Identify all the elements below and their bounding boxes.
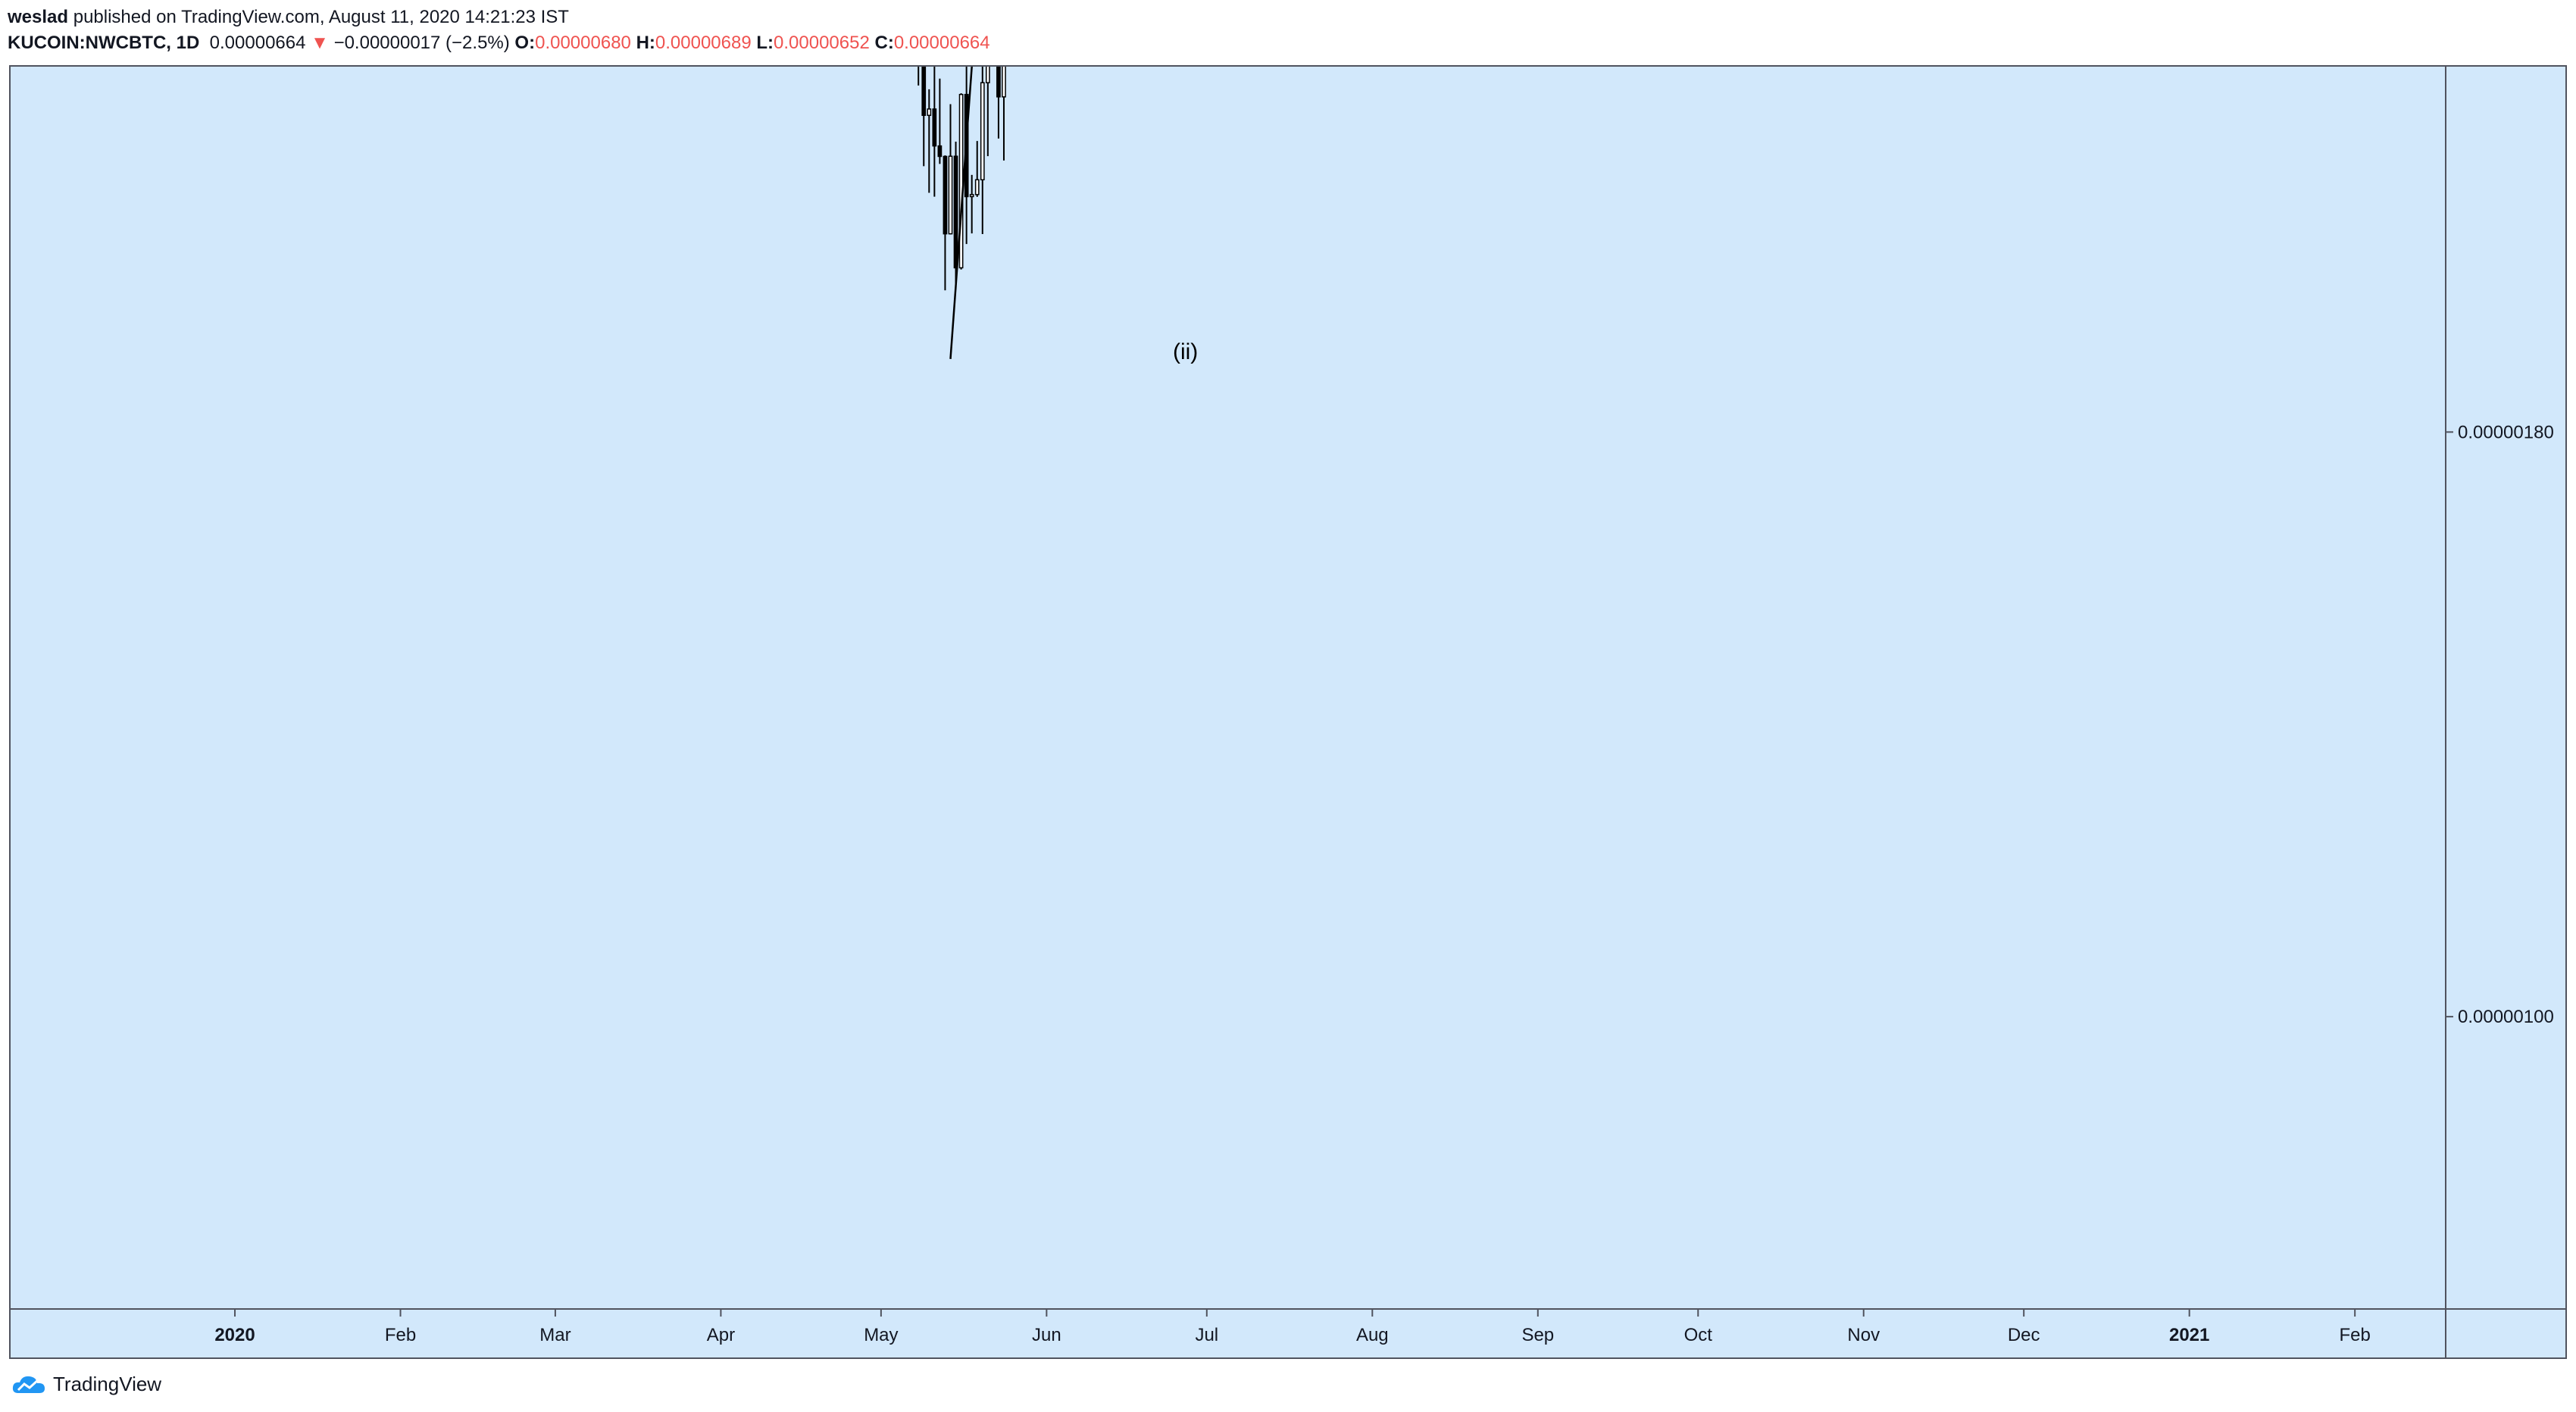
low-value: 0.00000652 <box>774 33 870 53</box>
candle-body <box>980 82 985 181</box>
x-tick-label: Apr <box>707 1325 735 1345</box>
last-price-value: 0.00000664 <box>209 33 306 53</box>
x-tick-label: 2021 <box>2169 1325 2209 1345</box>
x-tick-label: May <box>864 1325 898 1345</box>
publisher-username[interactable]: weslad <box>8 7 69 27</box>
x-tick-label: Jun <box>1032 1325 1061 1345</box>
x-tick-label: Oct <box>1684 1325 1713 1345</box>
y-tick-label: 0.00000180 <box>2458 422 2554 442</box>
x-tick-label: 2020 <box>214 1325 255 1345</box>
candle-body <box>932 108 937 147</box>
x-tick-label: Mar <box>539 1325 571 1345</box>
close-value: 0.00000664 <box>893 33 990 53</box>
ohlc-line: KUCOIN:NWCBTC, 1D 0.00000664 ▼ −0.000000… <box>8 30 990 56</box>
high-value: 0.00000689 <box>655 33 752 53</box>
candle-body <box>921 67 927 117</box>
x-tick-label: Sep <box>1521 1325 1554 1345</box>
publisher-text: published on TradingView.com, August 11,… <box>68 7 569 27</box>
low-label: L: <box>756 33 774 53</box>
high-label: H: <box>636 33 655 53</box>
price-chart[interactable]: 0.000022000.000021000.000020000.00001900… <box>11 67 2565 1357</box>
wave-label: (ii) <box>1173 339 1198 364</box>
plot-layer: (i)(ii)(iii)(iv)(v) <box>918 67 1198 364</box>
candle-body <box>958 93 964 269</box>
candle-body <box>943 155 948 235</box>
chart-area[interactable]: 0.000022000.000021000.000020000.00001900… <box>9 65 2567 1359</box>
x-tick-label: Jul <box>1195 1325 1218 1345</box>
candle-body <box>974 179 980 195</box>
close-label: C: <box>874 33 894 53</box>
candle-body <box>948 155 953 235</box>
x-tick-label: Feb <box>385 1325 416 1345</box>
candle-body <box>927 108 932 117</box>
footer-brand[interactable]: TradingView <box>11 1373 161 1396</box>
footer-brand-label: TradingView <box>53 1373 162 1395</box>
open-label: O: <box>514 33 536 53</box>
x-tick-label: Aug <box>1356 1325 1389 1345</box>
open-value: 0.00000680 <box>535 33 631 53</box>
x-tick-label: Dec <box>2008 1325 2040 1345</box>
price-change: −0.00000017 (−2.5%) <box>333 33 510 53</box>
down-arrow-icon: ▼ <box>311 33 329 53</box>
y-tick-label: 0.00000100 <box>2458 1007 2554 1027</box>
candle-body <box>996 67 1001 98</box>
candle-body <box>985 67 990 83</box>
chart-header: weslad published on TradingView.com, Aug… <box>8 5 990 56</box>
candle-body <box>1002 67 1006 98</box>
publisher-line: weslad published on TradingView.com, Aug… <box>8 5 990 30</box>
candle-body <box>953 155 958 269</box>
symbol-label[interactable]: KUCOIN:NWCBTC, 1D <box>8 33 200 53</box>
tradingview-cloud-icon <box>12 1376 45 1393</box>
candle-body <box>969 194 974 198</box>
candle-body <box>937 145 943 158</box>
x-tick-label: Feb <box>2340 1325 2371 1345</box>
x-tick-label: Nov <box>1847 1325 1880 1345</box>
